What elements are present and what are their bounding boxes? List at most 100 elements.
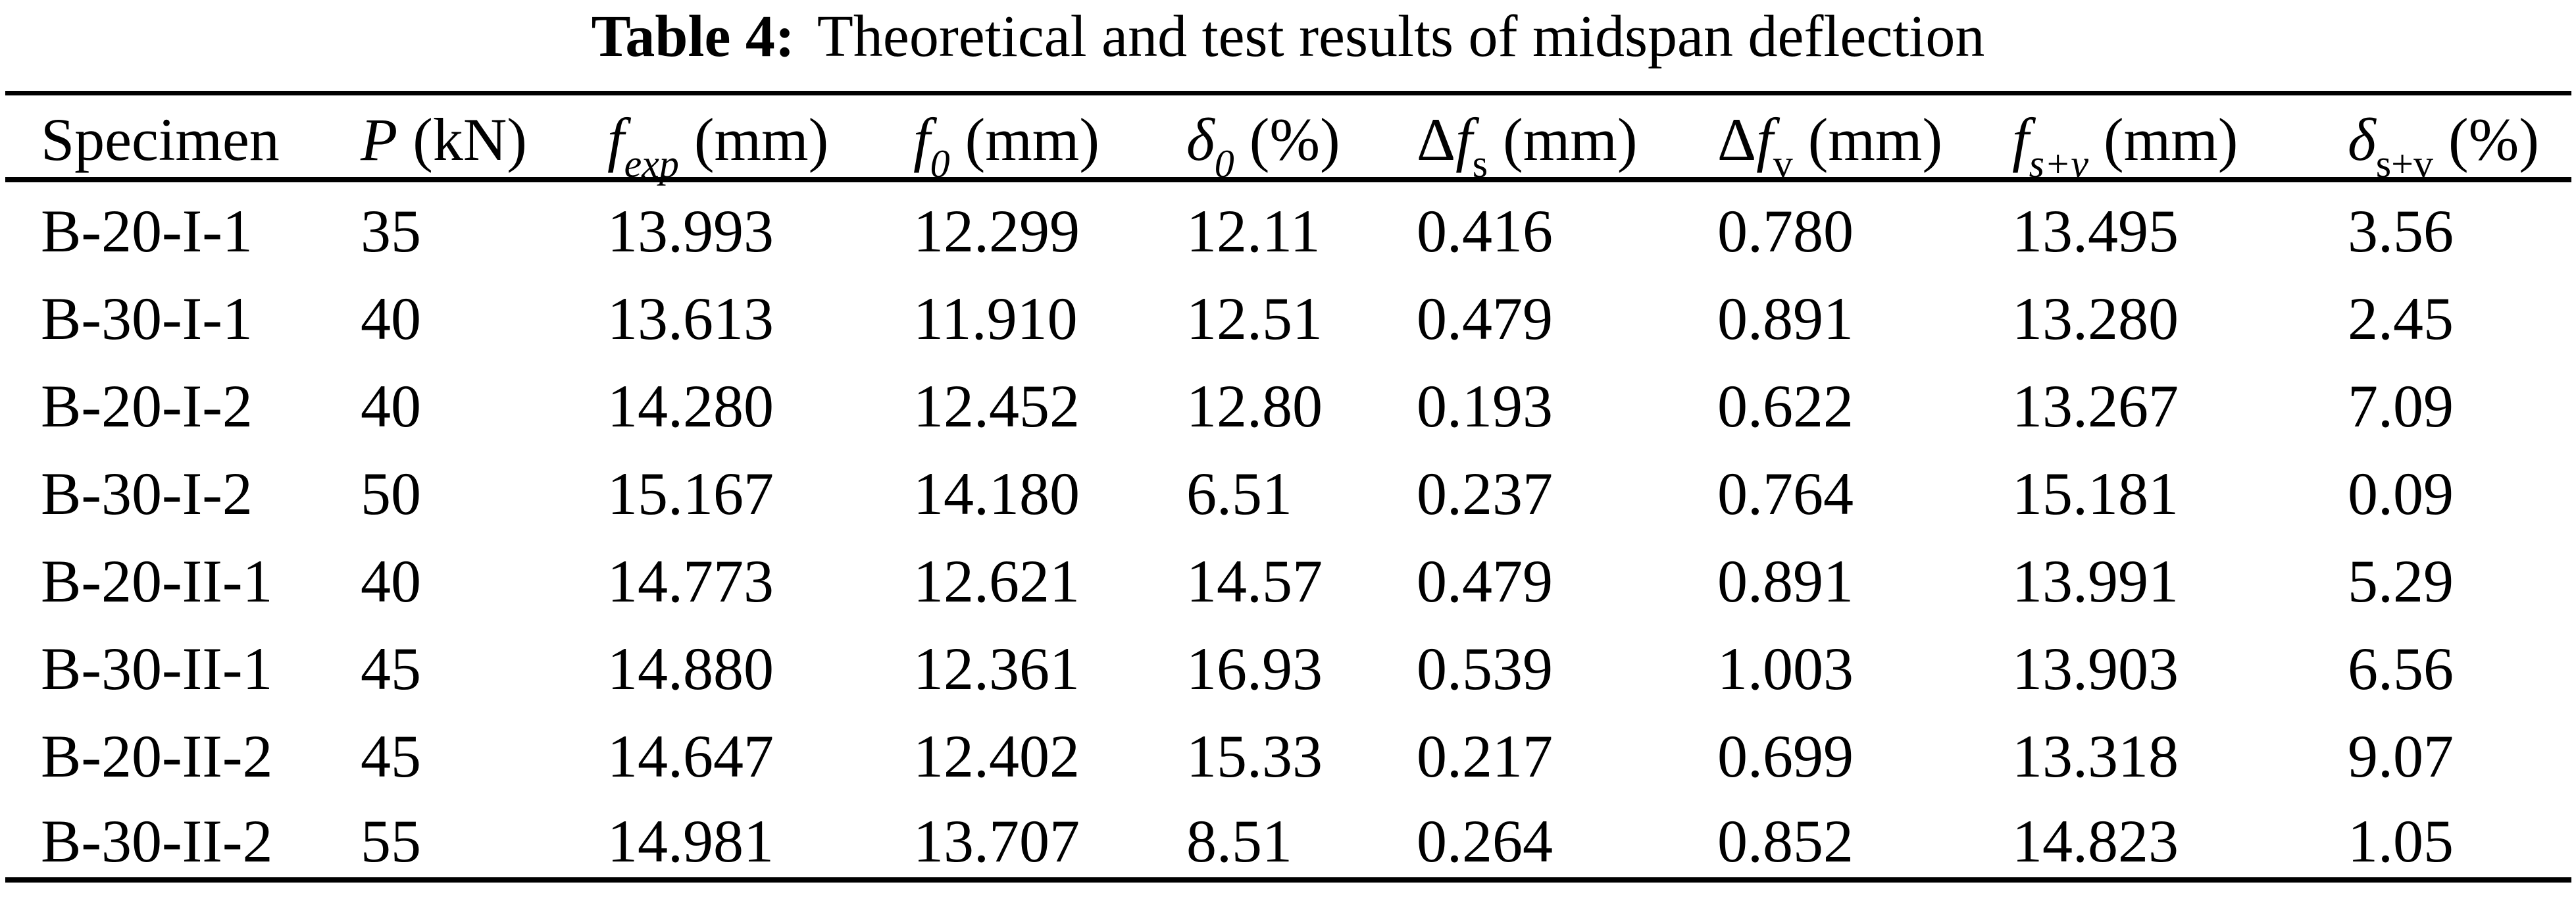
header-segment: (mm): [1792, 105, 1943, 173]
table-cell-f-s-plus-v: 13.903: [2012, 634, 2179, 702]
header-segment: (mm): [678, 105, 829, 173]
column-header-specimen: Specimen: [5, 93, 361, 182]
table-cell-f-exp: 14.647: [607, 722, 774, 790]
header-segment: s: [1472, 141, 1488, 186]
table-cell-load: 50: [361, 459, 421, 527]
table-cell-f-exp: 13.993: [607, 197, 774, 265]
header-segment: (mm): [1488, 105, 1638, 173]
table-cell-delta-f-s: 0.237: [1417, 459, 1553, 527]
column-header-delta-f-s: Δfs (mm): [1417, 93, 1717, 186]
column-header-delta-s-plus-v: δs+v (%): [2348, 93, 2571, 186]
table-cell-delta-s-plus-v: 1.05: [2348, 807, 2454, 875]
table-cell-delta-0: 12.51: [1186, 284, 1323, 352]
table-cell-delta-s-plus-v: 3.56: [2348, 197, 2454, 265]
table-cell-specimen: B-30-II-2: [41, 807, 273, 875]
table-cell-f-0: 13.707: [913, 807, 1080, 875]
header-segment: Specimen: [41, 105, 280, 173]
header-segment: P: [361, 105, 398, 173]
table-cell-specimen: B-20-I-1: [41, 197, 253, 265]
table-cell-specimen: B-30-I-2: [41, 459, 253, 527]
table-cell-delta-0: 14.57: [1186, 547, 1323, 615]
table-title: Table 4: Theoretical and test results of …: [0, 0, 2576, 74]
column-header-load: P (kN): [361, 93, 607, 182]
table-cell-f-exp: 14.981: [607, 807, 774, 875]
header-segment: δ: [1186, 105, 1215, 173]
table-cell-delta-f-s: 0.479: [1417, 547, 1553, 615]
table-row: B-20-I-1 35 13.993 12.299 12.11 0.416 0.780 13.…: [5, 180, 2571, 267]
table-cell-delta-s-plus-v: 7.09: [2348, 372, 2454, 440]
header-segment: f: [1756, 105, 1773, 173]
results-table: Specimen P (kN) fexp (mm) f0 (mm) δ0 (%) Δfs …: [5, 91, 2571, 883]
table-cell-delta-f-v: 0.780: [1717, 197, 1854, 265]
table-cell-f-exp: 14.880: [607, 634, 774, 702]
table-cell-load: 55: [361, 807, 421, 875]
table-cell-delta-0: 12.11: [1186, 197, 1321, 265]
table-cell-delta-s-plus-v: 9.07: [2348, 722, 2454, 790]
table-cell-delta-f-s: 0.193: [1417, 372, 1553, 440]
table-cell-f-s-plus-v: 13.267: [2012, 372, 2179, 440]
table-body: B-20-I-1 35 13.993 12.299 12.11 0.416 0.780 13.…: [5, 180, 2571, 880]
table-row: B-30-I-2 50 15.167 14.180 6.51 0.237 0.764 15.1…: [5, 442, 2571, 530]
header-segment: 0: [1214, 141, 1234, 186]
column-header-delta-0: δ0 (%): [1186, 93, 1417, 186]
header-segment: exp: [624, 141, 679, 186]
column-header-f-s-plus-v: fs+v (mm): [2012, 93, 2348, 186]
table-cell-f-0: 12.402: [913, 722, 1080, 790]
header-row: Specimen P (kN) fexp (mm) f0 (mm) δ0 (%) Δfs …: [5, 93, 2571, 186]
table-caption-text: Theoretical and test results of midspan …: [817, 4, 1985, 69]
table-cell-delta-s-plus-v: 6.56: [2348, 634, 2454, 702]
table-row: B-20-II-1 40 14.773 12.621 14.57 0.479 0.891 13…: [5, 530, 2571, 617]
table-cell-delta-f-s: 0.217: [1417, 722, 1553, 790]
table-cell-delta-f-s: 0.416: [1417, 197, 1553, 265]
table-cell-f-s-plus-v: 13.318: [2012, 722, 2179, 790]
header-segment: f: [1455, 105, 1473, 173]
table-header: Specimen P (kN) fexp (mm) f0 (mm) δ0 (%) Δfs …: [5, 93, 2571, 186]
header-segment: (kN): [397, 105, 527, 173]
column-header-delta-f-v: Δfv (mm): [1717, 93, 2012, 186]
table-cell-specimen: B-20-II-1: [41, 547, 273, 615]
table-cell-f-exp: 15.167: [607, 459, 774, 527]
header-segment: s+v: [2375, 141, 2433, 186]
header-segment: Δ: [1717, 105, 1757, 173]
header-segment: f: [913, 105, 930, 173]
table-cell-f-s-plus-v: 13.991: [2012, 547, 2179, 615]
column-header-f-exp: fexp (mm): [607, 93, 913, 186]
table-cell-delta-f-v: 0.852: [1717, 807, 1854, 875]
table-cell-delta-0: 15.33: [1186, 722, 1323, 790]
table-cell-delta-0: 6.51: [1186, 459, 1292, 527]
table-cell-f-exp: 13.613: [607, 284, 774, 352]
table-cell-delta-0: 12.80: [1186, 372, 1323, 440]
header-segment: 0: [930, 141, 950, 186]
table-cell-load: 35: [361, 197, 421, 265]
header-segment: (%): [2433, 105, 2539, 173]
table-cell-delta-f-v: 0.699: [1717, 722, 1854, 790]
header-segment: f: [607, 105, 624, 173]
table-cell-f-s-plus-v: 13.280: [2012, 284, 2179, 352]
table-cell-f-0: 12.361: [913, 634, 1080, 702]
table-cell-f-s-plus-v: 13.495: [2012, 197, 2179, 265]
table-cell-delta-0: 16.93: [1186, 634, 1323, 702]
table-cell-load: 45: [361, 722, 421, 790]
table-cell-specimen: B-20-I-2: [41, 372, 253, 440]
table-row: B-20-II-2 45 14.647 12.402 15.33 0.217 0.699 13…: [5, 705, 2571, 792]
table-row: B-30-I-1 40 13.613 11.910 12.51 0.479 0.891 13.…: [5, 267, 2571, 355]
table-cell-specimen: B-30-I-1: [41, 284, 253, 352]
table-cell-f-exp: 14.280: [607, 372, 774, 440]
table-row: B-20-I-2 40 14.280 12.452 12.80 0.193 0.622 13.…: [5, 355, 2571, 442]
header-segment: s+v: [2029, 141, 2089, 186]
table-cell-delta-f-s: 0.539: [1417, 634, 1553, 702]
table-cell-load: 40: [361, 372, 421, 440]
header-segment: Δ: [1417, 105, 1456, 173]
header-segment: (%): [1234, 105, 1340, 173]
table-cell-delta-f-s: 0.479: [1417, 284, 1553, 352]
table-cell-f-0: 11.910: [913, 284, 1078, 352]
header-segment: (mm): [2088, 105, 2238, 173]
table-cell-delta-f-v: 0.891: [1717, 547, 1854, 615]
table-cell-load: 45: [361, 634, 421, 702]
table-cell-delta-s-plus-v: 0.09: [2348, 459, 2454, 527]
table-cell-f-s-plus-v: 14.823: [2012, 807, 2179, 875]
table-cell-delta-f-v: 1.003: [1717, 634, 1854, 702]
table-row: B-30-II-2 55 14.981 13.707 8.51 0.264 0.852 14.…: [5, 792, 2571, 880]
table-cell-delta-f-v: 0.622: [1717, 372, 1854, 440]
